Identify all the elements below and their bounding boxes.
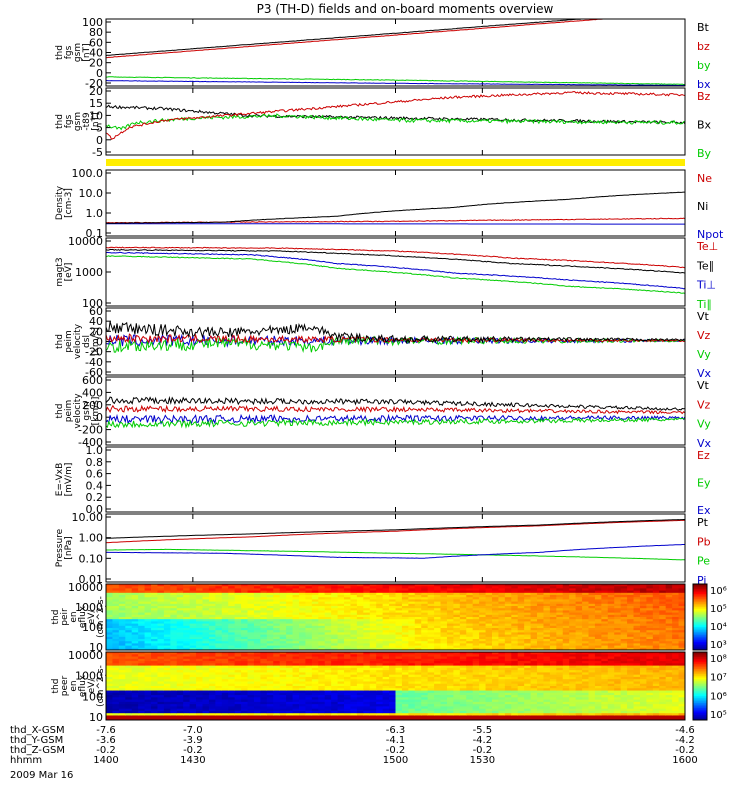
ytick-density-1: 10.0 [79,187,104,200]
ytick-fgs_t89-3: 5 [96,122,103,135]
legend-peim_dsl-2: Vy [697,348,711,361]
panel-peer_spec: thdpeerenefluxeV/(cm^2-s-sr-eV)100001000… [51,649,727,724]
legend-density-1: Ni [697,200,708,213]
legend-fgs-1: bz [697,40,710,53]
series-temperature-Ti∥ [106,256,685,294]
ytick-peim_gsm-4: -200 [78,424,103,437]
ylabel-pressure-1: [nPa] [64,536,74,559]
legend-pressure-0: Pt [697,516,709,529]
ytick-pressure-0: 10.00 [72,511,104,524]
frame-efield [106,447,685,512]
ytick-peim_gsm-2: 200 [82,399,103,412]
legend-density-0: Ne [697,172,712,185]
legend-peim_gsm-2: Vy [697,418,711,431]
legend-temperature-1: Te∥ [696,259,714,272]
series-pressure-Pb [106,520,685,543]
ytick-peim_gsm-0: 600 [82,374,103,387]
legend-pressure-2: Pe [697,555,710,568]
colorbar-tick-peir_spec-0: 10⁶ [710,586,727,597]
ytick-peir_spec-2: 100 [82,621,103,634]
ytick-peim_gsm-3: 0 [96,411,103,424]
plot-title: P3 (TH-D) fields and on-board moments ov… [257,2,554,16]
legend-efield-0: Ez [697,449,710,462]
legend-fgs-0: Bt [697,21,710,34]
legend-peim_gsm-0: Vt [697,379,710,392]
legend-peim_gsm-1: Vz [697,398,711,411]
ytick-fgs_t89-4: 0 [96,134,103,147]
ytick-peer_spec-1: 1000 [75,670,103,683]
legend-fgs_t89-2: By [697,147,712,160]
legend-fgs_t89-1: Bx [697,119,712,132]
ylabel-efield-1: [mV/m] [64,463,74,497]
series-pressure-Pi [106,545,685,559]
frame-fgs [106,19,685,86]
ylabel-temperature-1: [eV] [64,263,74,282]
ytick-temperature-1: 1000 [75,266,103,279]
legend-temperature-0: Te⊥ [696,240,718,253]
colorbar-tick-peir_spec-3: 10³ [710,640,727,651]
legend-peim_dsl-0: Vt [697,310,710,323]
ytick-temperature-0: 10000 [68,235,103,248]
legend-fgs_t89-0: Bz [697,90,711,103]
ytick-density-0: 100.0 [72,167,104,180]
ytick-peer_spec-0: 10000 [68,649,103,662]
ylabel-density-1: [cm-3] [64,188,74,218]
legend-fgs-2: by [697,59,711,72]
panel-peir_spec: thdpeirenefluxeV/(cm^2-s-sr-eV)100001000… [51,581,727,654]
ytick-fgs_t89-2: 10 [89,109,103,122]
series-fgs_t89-By [106,114,685,129]
legend-peim_dsl-1: Vz [697,329,711,342]
series-fgs_t89-Bz [106,92,685,140]
ytick-fgs_t89-1: 15 [89,97,103,110]
ytick-fgs_t89-0: 20 [89,85,103,98]
ytick-peer_spec-3: 10 [89,711,103,724]
legend-efield-1: Ey [697,477,711,490]
ytick-pressure-2: 0.10 [79,552,104,565]
series-temperature-Te∥ [106,249,685,273]
ytick-pressure-1: 1.00 [79,532,104,545]
ytick-peir_spec-0: 10000 [68,581,103,594]
ytick-peim_gsm-1: 400 [82,386,103,399]
series-pressure-Pt [106,520,685,539]
ytick-density-2: 1.0 [86,207,104,220]
colorbar-tick-peir_spec-2: 10⁴ [710,622,727,633]
ytick-peir_spec-1: 1000 [75,601,103,614]
ytick-fgs_t89-5: -5 [92,146,103,159]
ytick-peer_spec-2: 100 [82,690,103,703]
series-fgs-Bt [106,11,685,56]
colorbar-tick-peir_spec-1: 10⁵ [710,604,727,615]
legend-pressure-1: Pb [697,535,711,548]
frame-density [106,170,685,236]
legend-temperature-2: Ti⊥ [696,279,716,292]
